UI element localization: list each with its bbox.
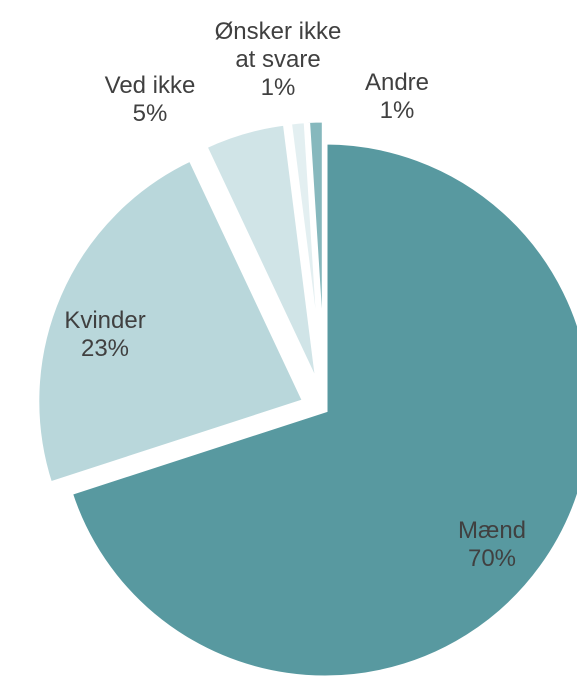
category-label: Andre <box>364 69 430 96</box>
slice-label: Kvinder 23% <box>64 307 145 363</box>
pie-slice <box>201 120 322 390</box>
value-label: 1% <box>260 74 296 101</box>
category-label: Ønsker ikke at svare <box>214 18 342 73</box>
pie-slice <box>66 139 577 681</box>
value-label: 23% <box>80 335 130 362</box>
category-label: Kvinder <box>64 307 146 334</box>
slice-label: Ved ikke 5% <box>105 72 196 128</box>
category-label: Mænd <box>457 517 527 544</box>
pie-slice <box>34 155 309 488</box>
category-label: Ved ikke <box>104 72 196 99</box>
value-label: 70% <box>467 545 517 572</box>
value-label: 1% <box>379 97 415 124</box>
slice-label: Mænd 70% <box>458 517 526 573</box>
slice-label: Ønsker ikke at svare 1% <box>203 18 353 102</box>
value-label: 5% <box>132 100 168 127</box>
slice-label: Andre 1% <box>365 69 429 125</box>
pie-slice <box>304 117 327 389</box>
